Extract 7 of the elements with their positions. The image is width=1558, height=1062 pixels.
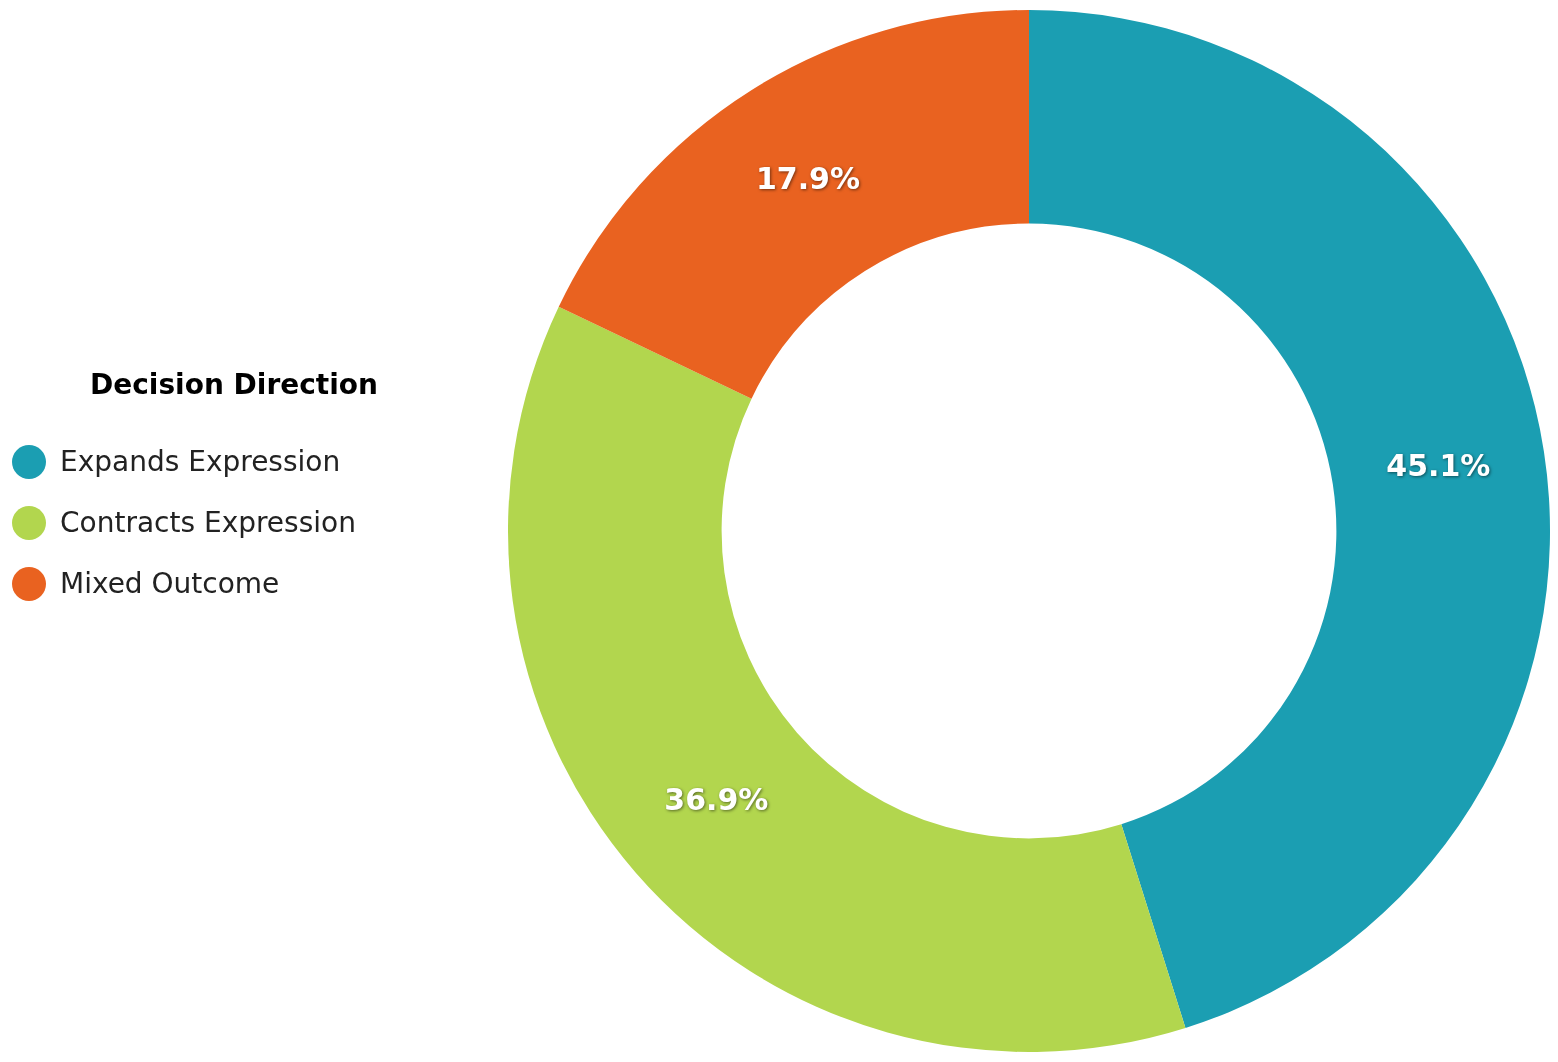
legend-label: Contracts Expression — [60, 506, 356, 539]
data-label: 45.1% — [1386, 447, 1491, 483]
data-label: 36.9% — [664, 782, 769, 818]
data-label: 17.9% — [755, 160, 860, 196]
legend-label: Expands Expression — [60, 445, 341, 478]
legend-title: Decision Direction — [90, 368, 379, 401]
legend-label: Mixed Outcome — [60, 567, 280, 600]
